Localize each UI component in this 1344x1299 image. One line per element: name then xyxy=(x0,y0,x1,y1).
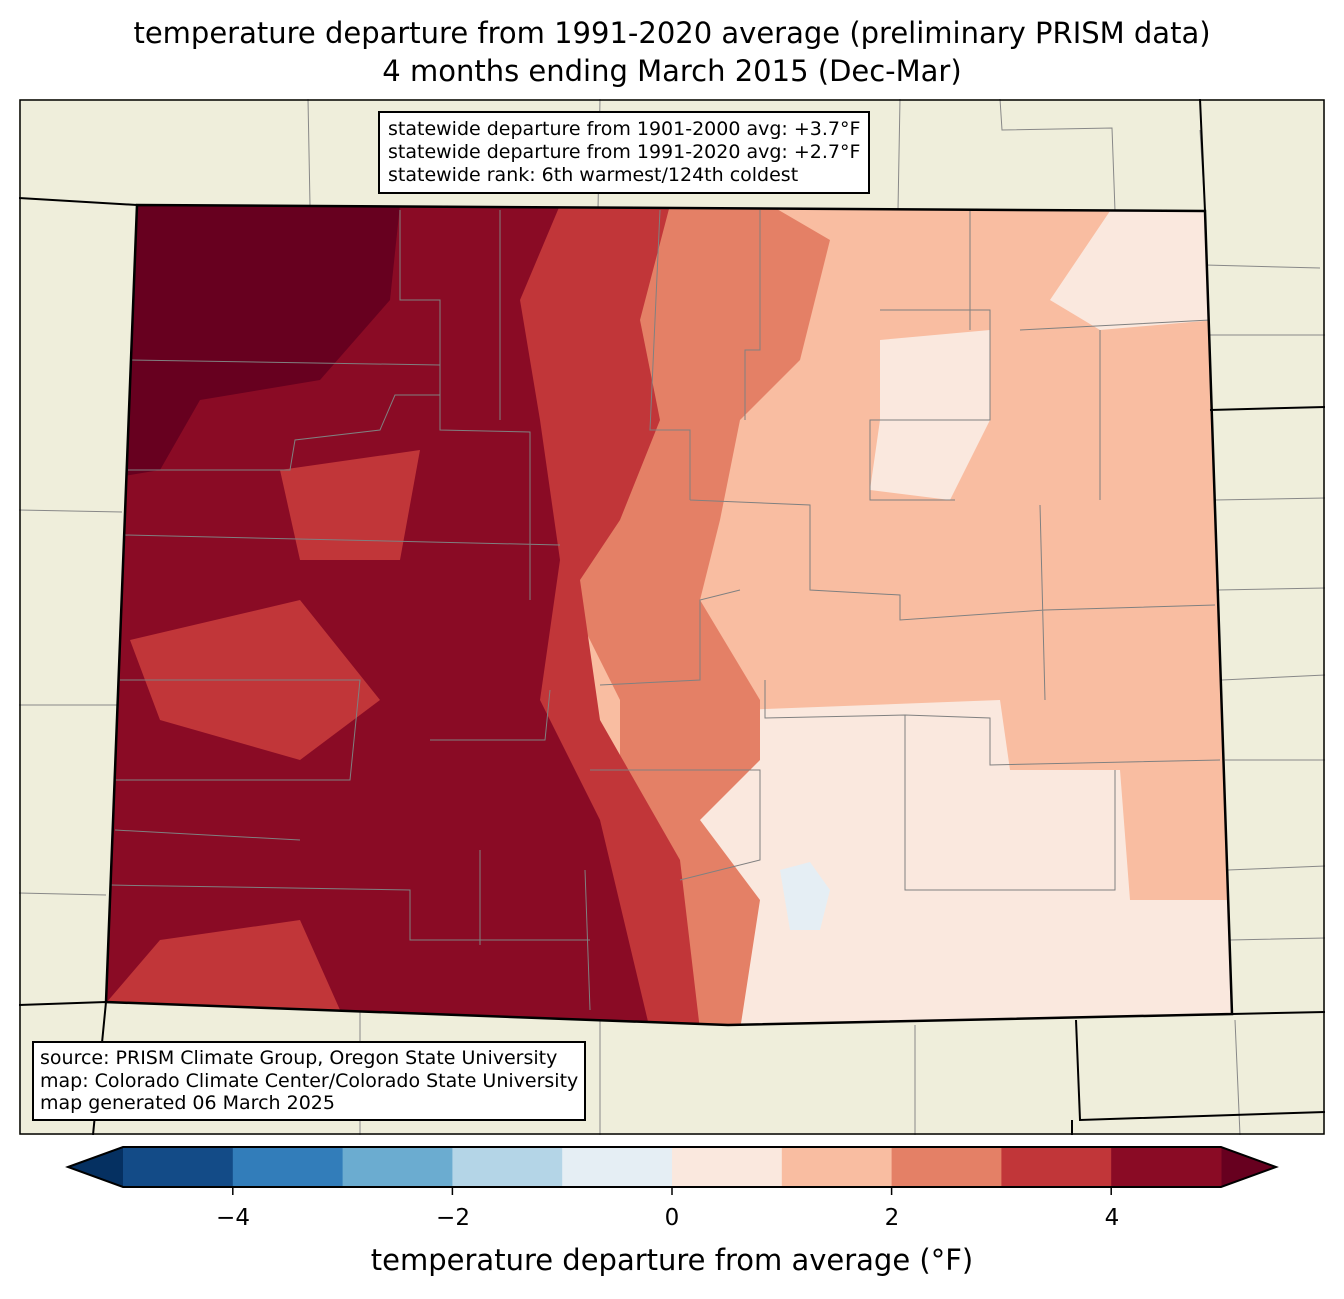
colorbar-under-arrow xyxy=(68,1147,123,1187)
map-credit-line: map: Colorado Climate Center/Colorado St… xyxy=(40,1069,579,1092)
county-lines xyxy=(107,209,1221,1011)
colorbar-tick-label: −4 xyxy=(216,1205,250,1231)
field-4-to-5 xyxy=(106,205,650,1025)
colorbar-segment xyxy=(342,1147,453,1187)
colorbar xyxy=(65,1146,1279,1195)
map-title: temperature departure from 1991-2020 ave… xyxy=(133,16,1211,50)
colorbar-segment xyxy=(562,1147,673,1187)
stat-rank: statewide rank: 6th warmest/124th coldes… xyxy=(388,164,799,186)
colorbar-tick-label: 2 xyxy=(884,1205,900,1231)
colorbar-tick-label: −2 xyxy=(436,1205,470,1231)
colorbar-outline xyxy=(65,1146,1279,1188)
field-mixed-west xyxy=(106,450,420,1010)
field-0-to-1 xyxy=(700,211,1232,1025)
generated-date-line: map generated 06 March 2025 xyxy=(40,1092,335,1114)
colorbar-segment xyxy=(1001,1147,1112,1187)
colorbar-label: temperature departure from average (°F) xyxy=(370,1243,974,1277)
colorbar-segment xyxy=(232,1147,344,1187)
colorbar-segment xyxy=(891,1147,1002,1187)
colorbar-segment xyxy=(1111,1147,1222,1187)
colorbar-tick-label: 0 xyxy=(664,1205,680,1231)
colorbar-segment xyxy=(452,1147,563,1187)
colorbar-tick-label: 4 xyxy=(1104,1205,1120,1231)
stat-departure-1991-2020: statewide departure from 1991-2020 avg: … xyxy=(388,141,861,163)
colorado-border xyxy=(104,203,1234,1027)
colorbar-segment xyxy=(123,1147,234,1187)
colorbar-segment xyxy=(672,1147,783,1187)
statewide-stats-box: statewide departure from 1901-2000 avg: … xyxy=(378,111,871,194)
field-cool-spot xyxy=(780,862,830,930)
colorado-temperature-map xyxy=(19,99,1325,1135)
map-subtitle: 4 months ending March 2015 (Dec-Mar) xyxy=(382,54,962,88)
colorbar-segment xyxy=(781,1147,893,1187)
colorbar-over-arrow xyxy=(1221,1147,1276,1187)
source-box: source: PRISM Climate Group, Oregon Stat… xyxy=(32,1041,587,1121)
source-line: source: PRISM Climate Group, Oregon Stat… xyxy=(40,1047,558,1069)
stat-departure-1901-2000: statewide departure from 1901-2000 avg: … xyxy=(388,118,861,140)
field-above-5 xyxy=(106,205,400,480)
